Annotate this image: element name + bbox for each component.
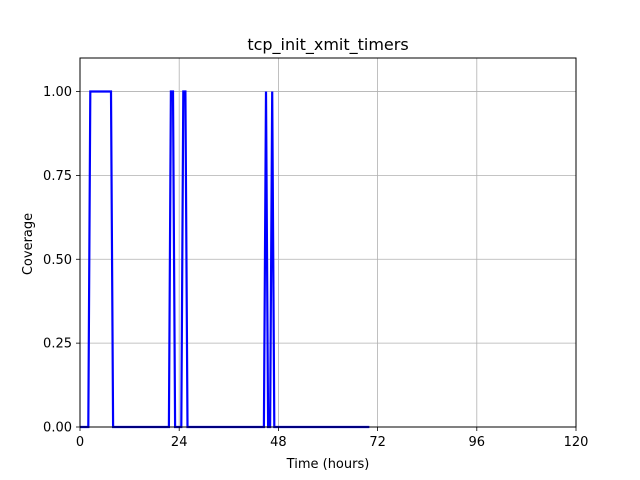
y-tick-label: 0.75 <box>43 169 72 184</box>
plot-frame <box>79 57 577 428</box>
y-tick-label: 0.00 <box>43 421 72 436</box>
x-tick-label: 72 <box>369 435 386 450</box>
x-axis-ticks: 0 24 48 72 96 120 <box>76 427 589 450</box>
y-tick-label: 0.50 <box>43 253 72 268</box>
x-tick-label: 24 <box>171 435 188 450</box>
y-axis-ticks: 0.00 0.25 0.50 0.75 1.00 <box>43 85 80 436</box>
x-tick-label: 96 <box>469 435 486 450</box>
x-tick-label: 48 <box>270 435 287 450</box>
x-tick-label: 0 <box>76 435 84 450</box>
x-axis-label: Time (hours) <box>286 457 370 472</box>
y-tick-label: 0.25 <box>43 337 72 352</box>
y-axis-label: Coverage <box>21 213 36 275</box>
y-tick-label: 1.00 <box>43 85 72 100</box>
x-tick-label: 120 <box>564 435 589 450</box>
chart-title: tcp_init_xmit_timers <box>247 35 408 55</box>
